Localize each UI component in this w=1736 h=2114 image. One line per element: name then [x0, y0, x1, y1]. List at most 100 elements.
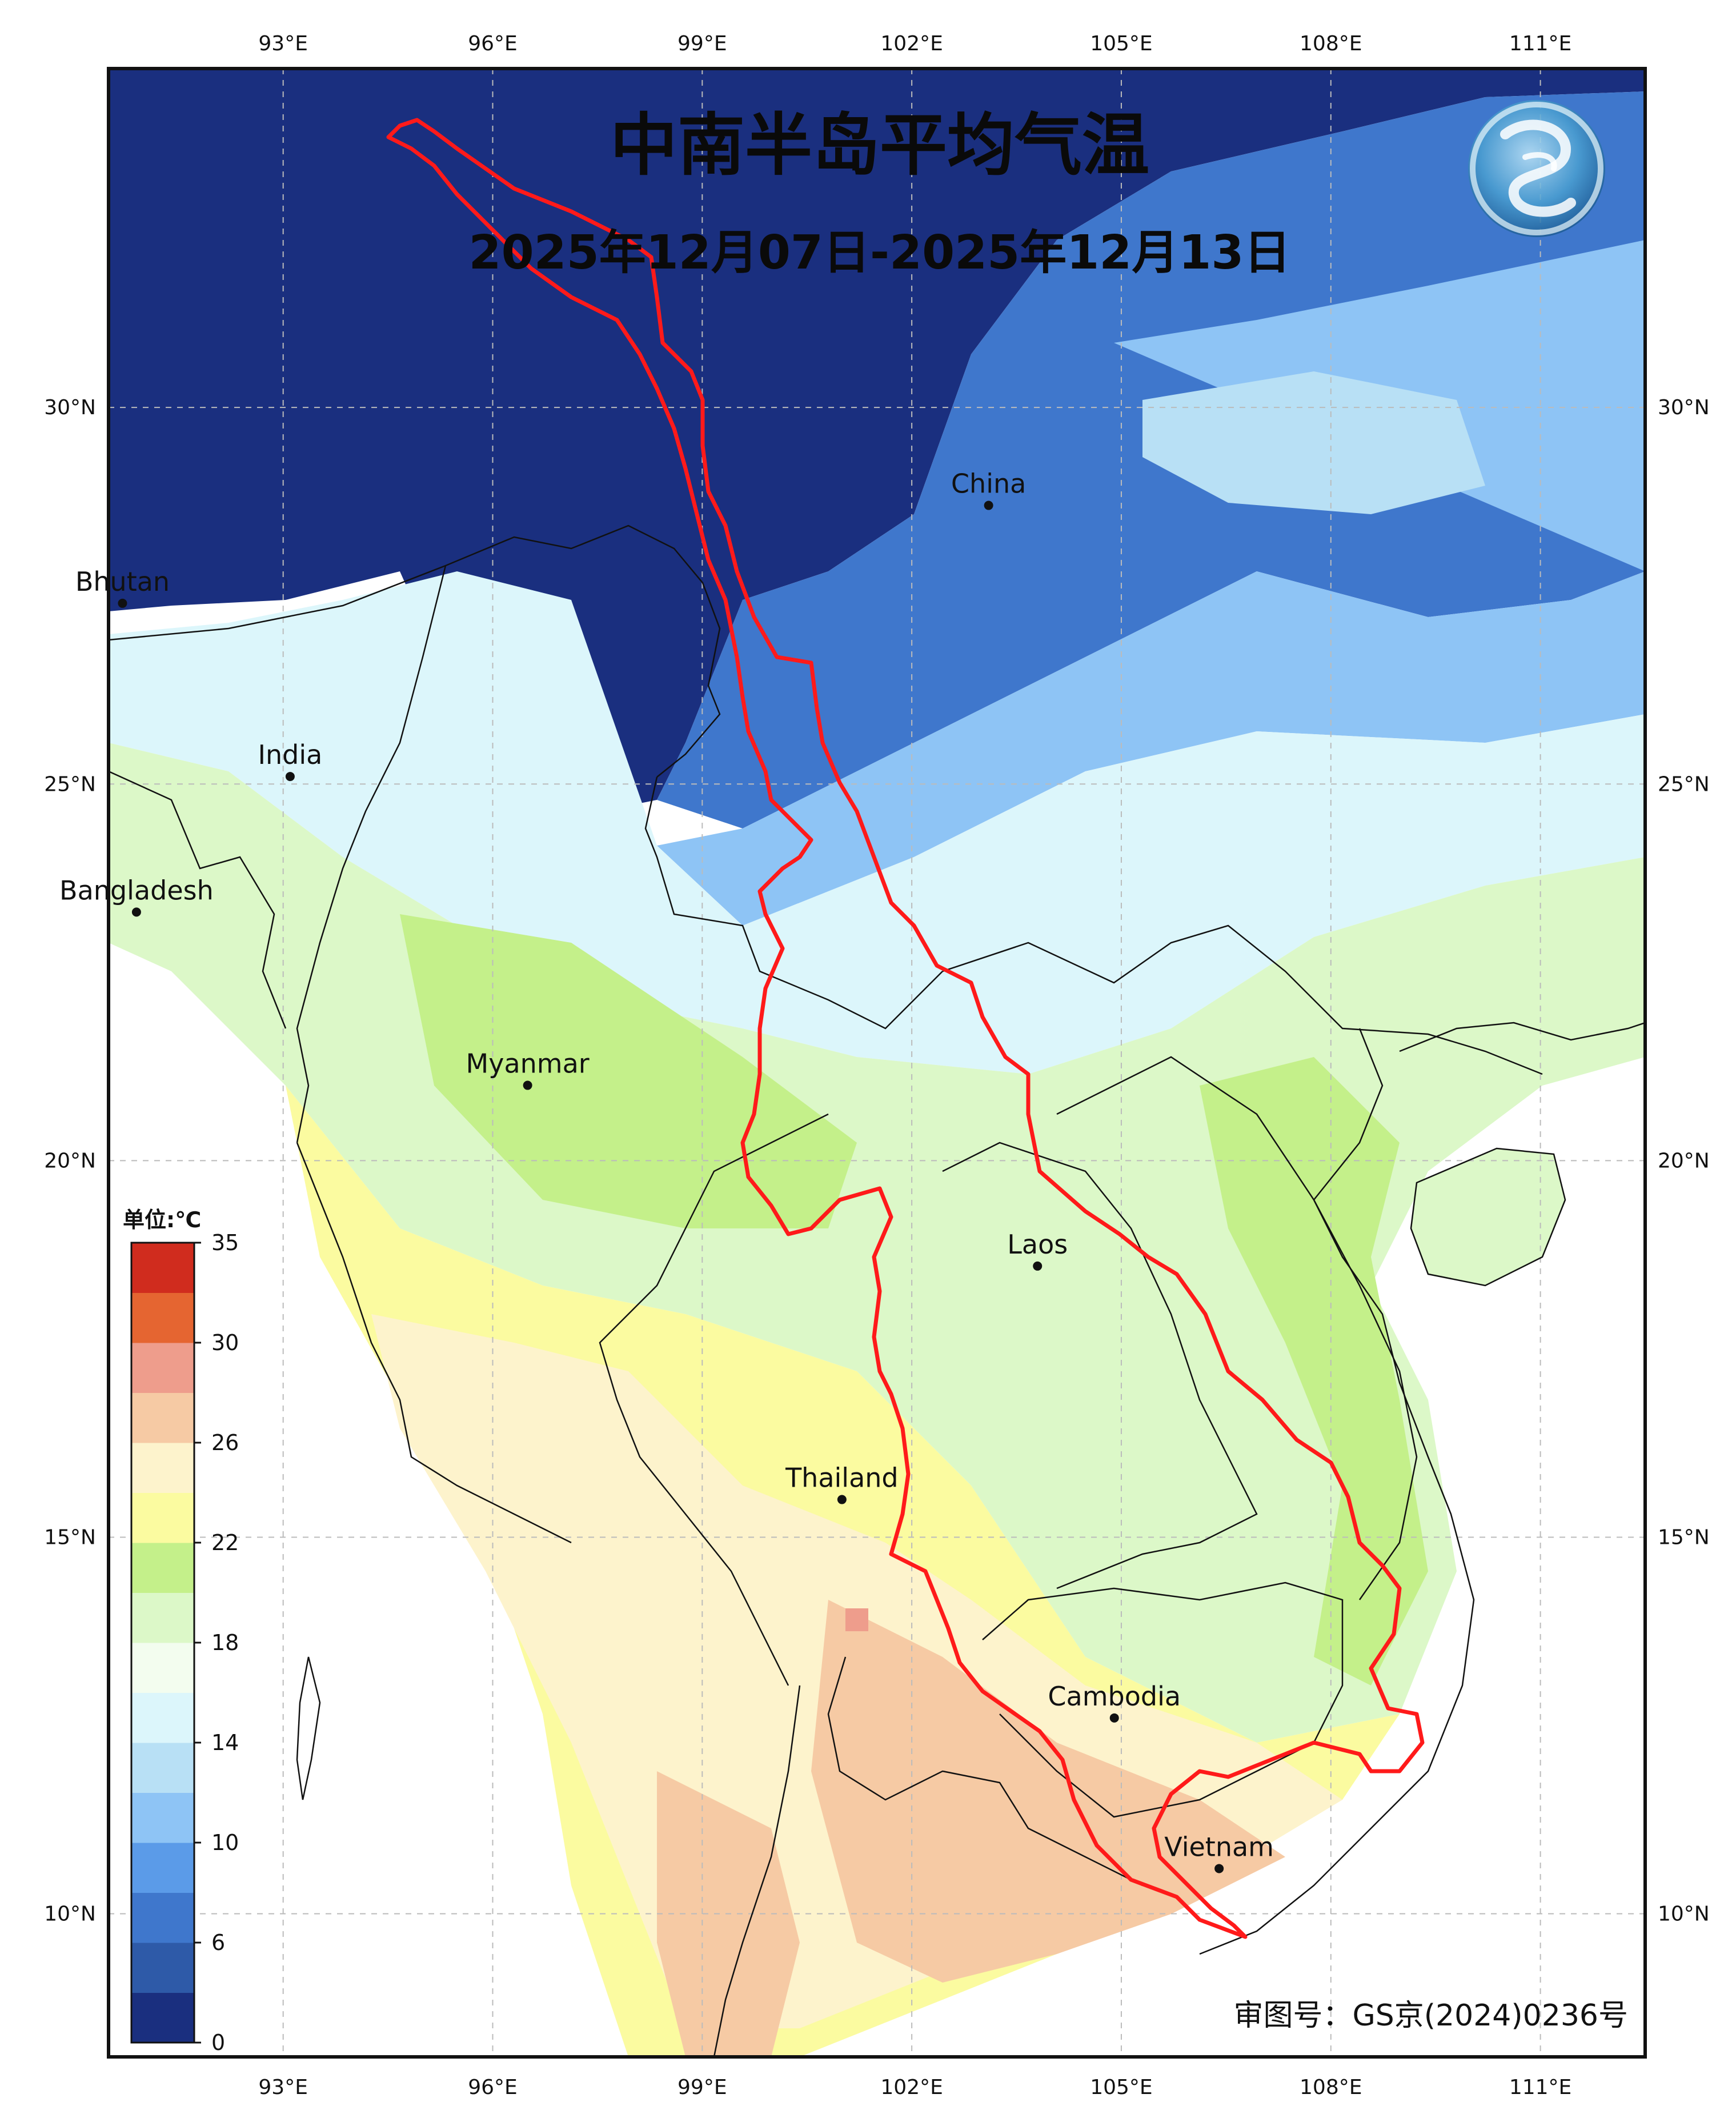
approval-number: 审图号：GS京(2024)0236号 — [1233, 1999, 1628, 2033]
longitude-labels-top: 93°E 96°E 99°E 102°E 105°E 108°E 111°E — [258, 32, 1571, 55]
country-name: Laos — [1007, 1229, 1068, 1260]
colorbar-segment-2 — [131, 1892, 194, 1943]
country-marker — [131, 907, 141, 917]
country-marker — [285, 772, 295, 782]
colorbar-segment-4 — [131, 1792, 194, 1843]
lon-tick-bottom-0: 93°E — [258, 2076, 308, 2099]
lat-tick-left-3: 15°N — [44, 1526, 96, 1549]
border-bangladesh — [109, 770, 287, 1029]
colorbar-segment-15 — [131, 1243, 194, 1293]
colorbar-segment-3 — [131, 1843, 194, 1893]
country-marker — [837, 1495, 847, 1504]
colorbar-segment-0 — [131, 1992, 194, 2043]
lat-tick-left-0: 30°N — [44, 396, 96, 419]
dragon-logo-icon — [1468, 100, 1605, 237]
colorbar-segment-14 — [131, 1292, 194, 1343]
country-marker — [118, 598, 127, 608]
country-name: Vietnam — [1164, 1831, 1274, 1862]
country-marker — [1033, 1261, 1043, 1271]
coastline-thailand-gulf — [827, 1656, 1143, 1887]
andaman-islands — [296, 1656, 321, 1800]
lon-tick-bottom-3: 102°E — [880, 2076, 943, 2099]
hainan-island — [1411, 1148, 1565, 1286]
lon-tick-top-6: 111°E — [1509, 32, 1571, 55]
lon-tick-bottom-1: 96°E — [468, 2076, 518, 2099]
border-laos-vietnam — [1056, 1056, 1418, 1600]
country-india: India — [258, 739, 322, 782]
colorbar-label-8: 35 — [211, 1230, 239, 1255]
lat-tick-left-4: 10°N — [44, 1903, 96, 1926]
country-myanmar: Myanmar — [466, 1048, 590, 1090]
country-cambodia: Cambodia — [1048, 1681, 1181, 1723]
country-thailand: Thailand — [785, 1463, 899, 1504]
country-name: Thailand — [785, 1463, 899, 1494]
lon-tick-bottom-2: 99°E — [677, 2076, 727, 2099]
colorbar-label-6: 26 — [211, 1430, 239, 1455]
colorbar-label-4: 18 — [211, 1630, 239, 1655]
country-bhutan: Bhutan — [75, 566, 170, 608]
border-laos-thailand — [942, 1142, 1258, 1589]
colorbar-segment-12 — [131, 1392, 194, 1443]
border-cambodia — [982, 1582, 1344, 1818]
lon-tick-bottom-5: 108°E — [1300, 2076, 1362, 2099]
country-labels: China Bhutan India Bangladesh Myanmar Laos Tha… — [59, 469, 1274, 1873]
country-marker — [1214, 1864, 1224, 1873]
colorbar-segment-10 — [131, 1492, 194, 1543]
colorbar-segment-6 — [131, 1692, 194, 1743]
country-name: China — [951, 469, 1026, 499]
map-frame-border — [107, 67, 1647, 2059]
lat-tick-left-2: 20°N — [44, 1149, 96, 1172]
country-name: Cambodia — [1048, 1681, 1181, 1712]
lat-tick-right-4: 10°N — [1658, 1903, 1710, 1926]
colorbar-segment-8 — [131, 1592, 194, 1643]
colorbar-label-0: 0 — [211, 2030, 225, 2055]
colorbar-segment-1 — [131, 1943, 194, 1993]
lat-tick-right-0: 30°N — [1658, 396, 1710, 419]
latitude-labels-left: 30°N 25°N 20°N 15°N 10°N — [44, 396, 96, 1925]
country-name: Myanmar — [466, 1048, 590, 1079]
colorbar-label-3: 14 — [211, 1730, 239, 1755]
lon-tick-top-1: 96°E — [468, 32, 518, 55]
colorbar-segment-7 — [131, 1643, 194, 1693]
temperature-field — [109, 69, 1645, 2057]
country-laos: Laos — [1007, 1229, 1068, 1271]
country-china: China — [951, 469, 1026, 510]
lon-tick-top-4: 105°E — [1090, 32, 1152, 55]
country-bangladesh: Bangladesh — [59, 875, 214, 917]
border-himalaya — [109, 525, 721, 778]
country-name: Bangladesh — [59, 875, 214, 906]
colorbar-unit: 单位:℃ — [123, 1207, 201, 1232]
map-title: 中南半岛平均气温 — [610, 106, 1149, 185]
coastline-hainan — [1410, 1147, 1566, 1287]
lat-tick-right-2: 20°N — [1658, 1149, 1710, 1172]
coastline-peninsula — [713, 1685, 801, 2057]
country-borders — [109, 525, 1645, 2057]
country-vietnam: Vietnam — [1164, 1831, 1274, 1873]
lat-tick-right-3: 15°N — [1658, 1526, 1710, 1549]
colorbar-label-1: 6 — [211, 1930, 225, 1955]
colorbar-segment-13 — [131, 1343, 194, 1393]
lon-tick-top-0: 93°E — [258, 32, 308, 55]
colorbar-label-7: 30 — [211, 1330, 239, 1355]
border-china-laos-vietnam — [942, 924, 1543, 1075]
lon-tick-bottom-6: 111°E — [1509, 2076, 1571, 2099]
coastline-andaman — [296, 1142, 572, 1544]
country-marker — [523, 1080, 532, 1090]
temp-zone-very-hot-south — [811, 1600, 1285, 1983]
colorbar-label-5: 22 — [211, 1530, 239, 1555]
lat-tick-right-1: 25°N — [1658, 772, 1710, 796]
temp-cell-hotspot — [845, 1608, 868, 1631]
country-marker — [1109, 1713, 1119, 1723]
lon-tick-bottom-4: 105°E — [1090, 2076, 1152, 2099]
border-india-myanmar — [296, 565, 447, 1143]
lon-tick-top-5: 108°E — [1300, 32, 1362, 55]
coastline-guangdong — [1399, 1022, 1645, 1052]
map-date-range: 2025年12月07日-2025年12月13日 — [469, 226, 1291, 280]
lat-tick-left-1: 25°N — [44, 772, 96, 796]
border-myanmar-china — [644, 776, 943, 1030]
latitude-labels-right: 30°N 25°N 20°N 15°N 10°N — [1658, 396, 1710, 1925]
colorbar-segment-5 — [131, 1743, 194, 1793]
colorbar: 0 6 10 14 18 22 26 30 35 — [130, 1230, 239, 2055]
lon-tick-top-3: 102°E — [880, 32, 943, 55]
